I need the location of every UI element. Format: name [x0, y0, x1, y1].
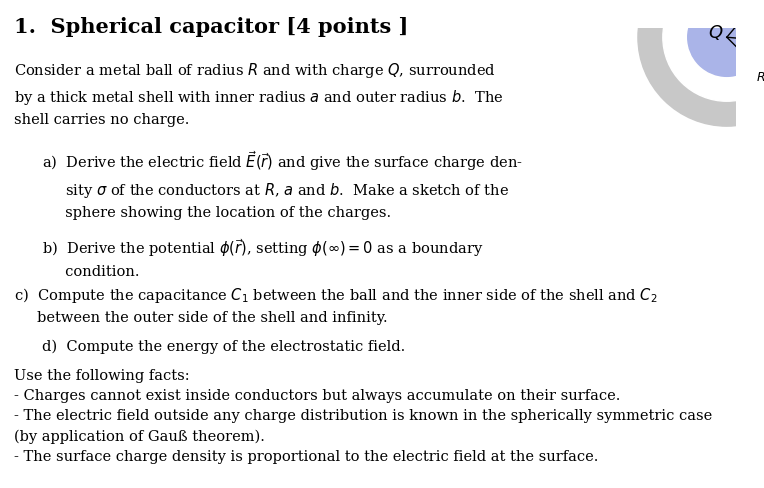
Text: Use the following facts:
- Charges cannot exist inside conductors but always acc: Use the following facts: - Charges canno…	[14, 368, 712, 463]
Circle shape	[638, 0, 764, 127]
Text: a)  Derive the electric field $\vec{E}(\vec{r})$ and give the surface charge den: a) Derive the electric field $\vec{E}(\v…	[42, 149, 523, 219]
Text: $Q$: $Q$	[708, 23, 724, 42]
Text: c)  Compute the capacitance $C_1$ between the ball and the inner side of the she: c) Compute the capacitance $C_1$ between…	[14, 285, 657, 325]
Circle shape	[688, 0, 764, 77]
Text: b)  Derive the potential $\phi(\vec{r})$, setting $\phi(\infty) = 0$ as a bounda: b) Derive the potential $\phi(\vec{r})$,…	[42, 237, 484, 279]
Text: $R$: $R$	[756, 71, 764, 84]
Text: 1.  Spherical capacitor [4 points ]: 1. Spherical capacitor [4 points ]	[14, 17, 408, 37]
Text: Consider a metal ball of radius $R$ and with charge $Q$, surrounded
by a thick m: Consider a metal ball of radius $R$ and …	[14, 61, 503, 126]
Circle shape	[663, 0, 764, 102]
Text: d)  Compute the energy of the electrostatic field.: d) Compute the energy of the electrostat…	[42, 339, 405, 353]
